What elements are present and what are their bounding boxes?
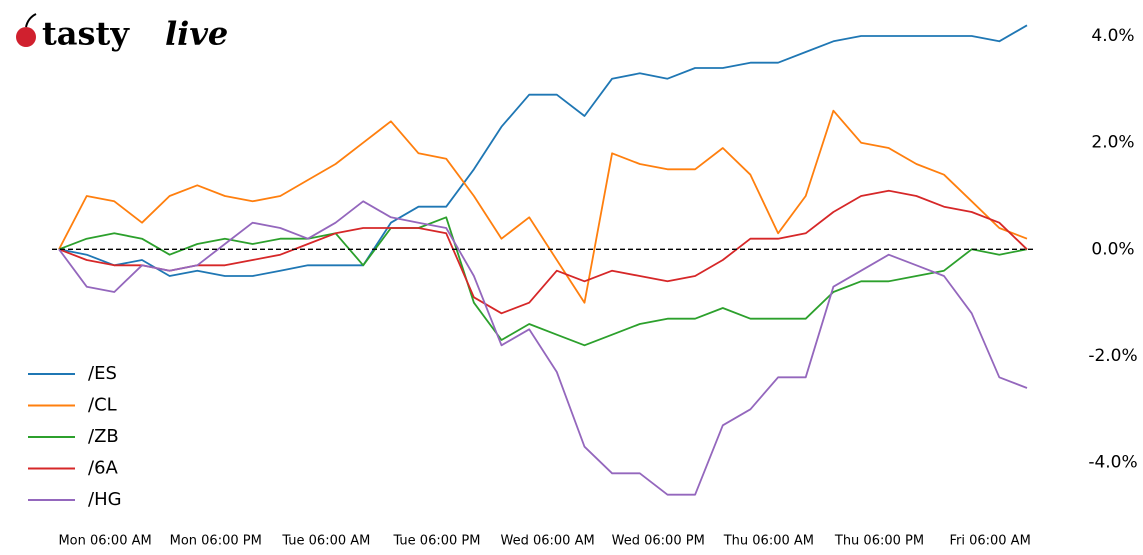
x-tick-label: Fri 06:00 AM bbox=[949, 534, 1030, 549]
x-tick-label: Wed 06:00 AM bbox=[501, 534, 595, 549]
series-line bbox=[58, 24, 1028, 277]
y-tick-label: -4.0% bbox=[1088, 453, 1137, 473]
x-tick-label: Mon 06:00 AM bbox=[58, 534, 151, 549]
legend-label: /CL bbox=[88, 395, 117, 416]
x-tick-label: Thu 06:00 PM bbox=[834, 534, 924, 549]
logo-text: tasty bbox=[42, 15, 130, 53]
y-tick-label: 4.0% bbox=[1091, 26, 1134, 46]
x-tick-label: Thu 06:00 AM bbox=[723, 534, 814, 549]
legend-label: /HG bbox=[88, 489, 122, 510]
plot-area: -4.0% -2.0% 0.0% 2.0% 4.0% Mon 06:00 AM Mon 06… bbox=[28, 24, 1138, 549]
logo-cherry bbox=[16, 27, 36, 47]
x-tick-label: Mon 06:00 PM bbox=[170, 534, 262, 549]
logo: tasty live bbox=[16, 13, 228, 53]
logo-stem bbox=[25, 13, 37, 28]
series-line bbox=[58, 189, 1028, 315]
x-tick-label: Tue 06:00 PM bbox=[392, 534, 480, 549]
logo-text-italic: live bbox=[165, 15, 228, 53]
legend-label: /ZB bbox=[88, 426, 119, 447]
series-line bbox=[58, 109, 1028, 304]
legend-label: /ES bbox=[88, 363, 117, 384]
series-line bbox=[58, 216, 1028, 347]
x-tick-label: Tue 06:00 AM bbox=[281, 534, 370, 549]
x-tick-label: Wed 06:00 PM bbox=[612, 534, 705, 549]
legend-label: /6A bbox=[88, 458, 119, 479]
y-tick-label: 2.0% bbox=[1091, 133, 1134, 153]
series-line bbox=[58, 200, 1028, 496]
y-tick-label: 0.0% bbox=[1091, 239, 1134, 259]
y-tick-label: -2.0% bbox=[1088, 346, 1137, 366]
